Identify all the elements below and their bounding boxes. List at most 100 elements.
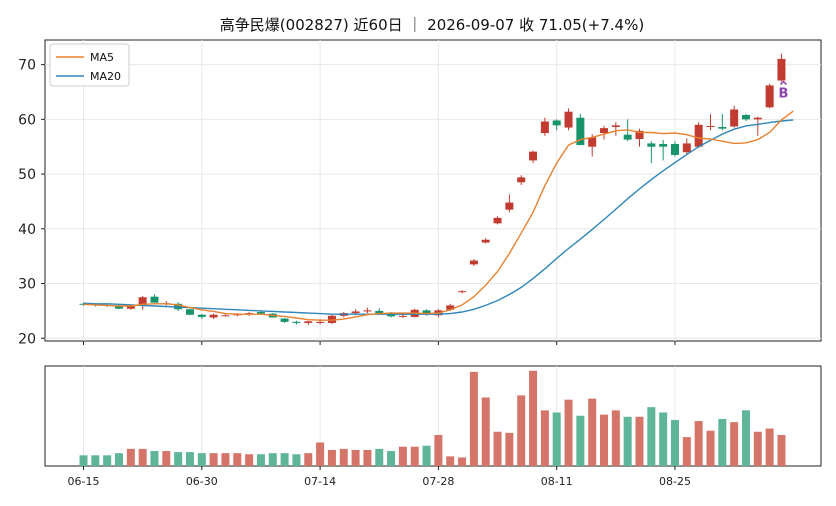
volume-bar — [741, 410, 750, 466]
candle-body — [327, 315, 336, 323]
candle-body — [458, 291, 467, 293]
volume-bar — [517, 395, 526, 466]
moving-average-lines — [83, 110, 794, 321]
volume-bar — [174, 452, 183, 466]
x-tick-label: 08-11 — [541, 475, 573, 488]
volume-bar — [481, 397, 490, 466]
x-tick-label: 08-25 — [659, 475, 691, 488]
volume-bar — [410, 446, 419, 466]
volume-bar — [209, 453, 218, 466]
volume-bar — [197, 453, 206, 466]
x-tick-label: 07-14 — [304, 475, 336, 488]
candle-body — [741, 114, 750, 120]
y-tick-label: 60 — [18, 112, 36, 128]
y-tick-label: 70 — [18, 58, 36, 74]
volume-bar — [327, 449, 336, 466]
volume-bar — [446, 456, 455, 466]
volume-bar — [458, 457, 467, 466]
price-panel-frame — [44, 39, 822, 342]
volume-bar — [611, 410, 620, 466]
candle-body — [540, 121, 549, 134]
volume-bar — [564, 399, 573, 466]
volume-bar — [316, 442, 325, 466]
x-tick-label: 06-30 — [186, 475, 218, 488]
volume-bar — [765, 428, 774, 466]
volume-bar — [659, 412, 668, 466]
candle-body — [469, 260, 478, 265]
candle-body — [280, 318, 289, 322]
candle-body — [363, 310, 372, 312]
volume-bar — [694, 421, 703, 466]
candle-body — [777, 58, 786, 81]
y-axis: 20 30 40 50 60 70 — [18, 58, 45, 347]
candle-body — [659, 143, 668, 147]
candle-body — [493, 217, 502, 224]
volume-bar — [387, 451, 396, 466]
candle-body — [623, 134, 632, 140]
candle-body — [730, 109, 739, 127]
candle-body — [671, 143, 679, 155]
legend-ma5-label: MA5 — [90, 51, 114, 64]
volume-panel-frame — [44, 365, 822, 467]
volume-bar — [103, 455, 112, 466]
candle-body — [387, 313, 396, 317]
candle-body — [138, 297, 147, 306]
x-tick-label: 07-28 — [422, 475, 454, 488]
volume-bar — [126, 448, 135, 466]
candle-body — [481, 239, 490, 243]
x-axis: 06-15 06-30 07-14 07-28 08-11 08-25 — [68, 341, 691, 488]
candle-body — [718, 127, 727, 129]
chart-title: 高争民爆(002827) 近60日 ｜ 2026-09-07 收 71.05(+… — [220, 16, 644, 34]
volume-bar — [339, 448, 348, 466]
volume-bar — [623, 416, 632, 466]
y-tick-label: 50 — [18, 167, 36, 183]
ma20-line — [83, 119, 794, 315]
candle-body — [600, 128, 609, 134]
candle-body — [221, 315, 230, 317]
candle-body — [351, 311, 360, 314]
buy-marker-label: B — [779, 87, 789, 102]
candle-body — [765, 85, 774, 108]
volume-bar — [351, 449, 360, 466]
volume-bar — [529, 370, 538, 466]
volume-bar — [280, 453, 289, 466]
y-tick-label: 30 — [18, 277, 36, 293]
volume-bar — [114, 453, 123, 466]
candle-body — [304, 321, 313, 323]
candle-body — [552, 120, 561, 126]
volume-bar — [422, 445, 431, 466]
volume-bar — [671, 419, 679, 466]
volume-bar — [138, 448, 147, 466]
volume-bar — [268, 453, 277, 466]
y-tick-label: 40 — [18, 222, 36, 238]
volume-bar — [576, 415, 585, 466]
volume-bar — [600, 414, 609, 466]
candle-body — [576, 117, 585, 146]
volume-bar — [221, 453, 230, 466]
candle-body — [79, 303, 88, 305]
candle-body — [647, 143, 656, 147]
volume-bar — [540, 410, 549, 466]
volume-bars — [79, 370, 786, 466]
y-tick-label: 20 — [18, 331, 36, 347]
volume-bar — [682, 437, 691, 466]
candle-body — [316, 321, 325, 323]
volume-bar — [552, 412, 561, 466]
candle-body — [446, 305, 455, 310]
volume-bar — [150, 451, 159, 466]
candle-body — [505, 202, 514, 210]
candle-body — [126, 305, 135, 309]
volume-bar — [185, 452, 194, 466]
volume-bar — [79, 455, 88, 466]
volume-bar — [469, 371, 478, 466]
candle-body — [292, 321, 301, 323]
candles — [79, 53, 786, 326]
legend-ma20-label: MA20 — [90, 70, 121, 83]
candle-body — [706, 125, 715, 128]
volume-bar — [588, 398, 597, 466]
legend: MA5 MA20 — [49, 43, 130, 87]
volume-bar — [647, 407, 656, 466]
volume-bar — [363, 449, 372, 466]
volume-bar — [777, 434, 786, 466]
